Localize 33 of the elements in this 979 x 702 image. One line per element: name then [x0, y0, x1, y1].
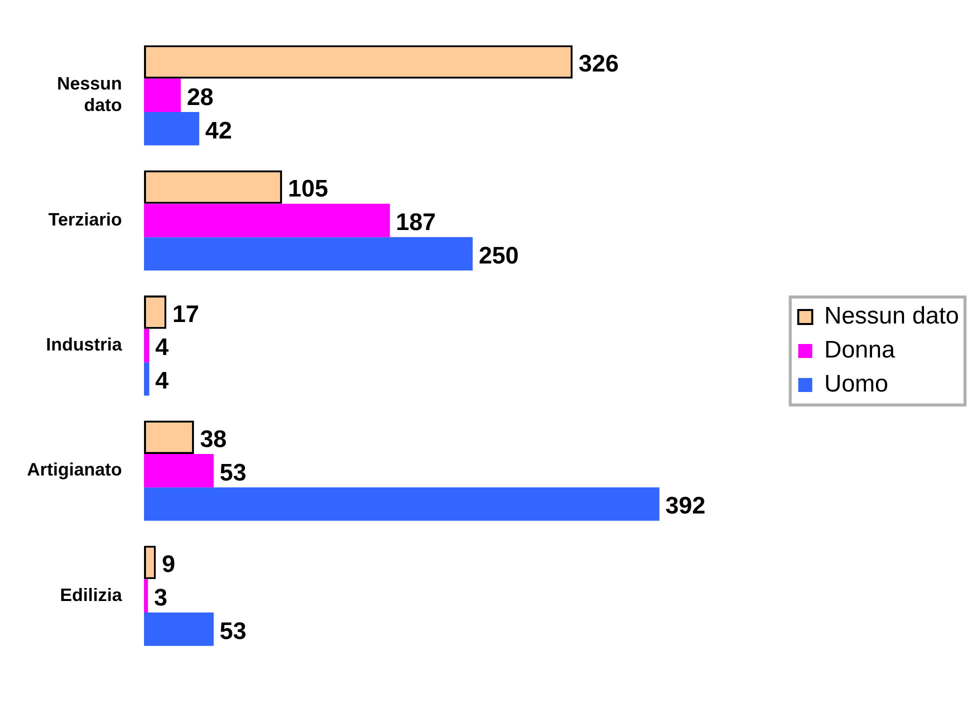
data-label: 53 — [220, 618, 246, 645]
data-label: 38 — [200, 426, 227, 453]
bar — [144, 579, 148, 613]
y-tick-label: Terziario — [48, 209, 122, 230]
data-label: 392 — [665, 492, 706, 520]
bar — [144, 612, 214, 646]
bar — [144, 328, 150, 362]
data-label: 187 — [396, 209, 436, 236]
bar — [144, 487, 660, 521]
data-label: 105 — [288, 176, 328, 203]
data-label: 28 — [186, 84, 214, 111]
bar — [144, 454, 214, 488]
bar — [144, 204, 390, 238]
bar — [144, 362, 150, 396]
data-label: 9 — [162, 551, 176, 578]
y-tick-label: Industria — [46, 334, 123, 355]
data-label: 4 — [155, 368, 170, 395]
y-tick-label: Artigianato — [26, 460, 122, 480]
data-label: 3 — [154, 584, 168, 612]
y-tick-label: Edilizia — [60, 584, 123, 605]
legend-label: Uomo — [824, 370, 888, 398]
data-label: 4 — [155, 334, 170, 362]
data-label: 250 — [478, 242, 519, 270]
data-label: 53 — [220, 459, 246, 486]
legend-label: Nessun dato — [824, 302, 960, 330]
bar — [144, 112, 200, 146]
data-label: 42 — [205, 117, 232, 144]
data-label: 17 — [172, 300, 200, 328]
bar — [144, 237, 473, 271]
data-label: 326 — [578, 50, 619, 78]
legend-label: Donna — [824, 336, 896, 364]
bar — [144, 78, 181, 112]
y-tick-label: Nessun dato — [56, 74, 122, 116]
